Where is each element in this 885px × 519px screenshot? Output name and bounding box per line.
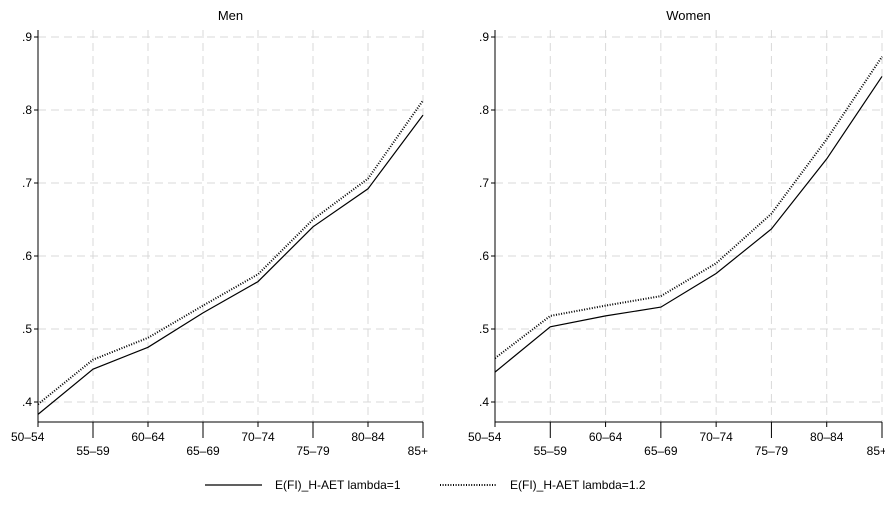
x-tick-label: 80–84 <box>351 430 385 444</box>
y-tick-label: .8 <box>479 103 489 117</box>
y-tick-label: .5 <box>479 322 489 336</box>
y-tick-label: .6 <box>22 249 32 263</box>
series-line-1 <box>37 114 424 415</box>
x-tick-label: 60–64 <box>131 430 165 444</box>
series-line-2 <box>494 56 883 359</box>
panel-title: Men <box>218 8 243 23</box>
y-tick-label: .7 <box>22 176 32 190</box>
x-tick-label: 50–54 <box>468 430 502 444</box>
y-tick-label: .9 <box>22 30 32 44</box>
x-tick-label: 75–79 <box>755 444 789 458</box>
x-tick-label: 65–69 <box>644 444 678 458</box>
y-tick-label: .4 <box>479 395 489 409</box>
x-tick-label: 70–74 <box>241 430 275 444</box>
y-tick-label: .7 <box>479 176 489 190</box>
x-tick-label: 55–59 <box>534 444 568 458</box>
x-tick-label: 55–59 <box>76 444 110 458</box>
x-tick-label: 70–74 <box>699 430 733 444</box>
x-tick-label: 85+ <box>408 444 428 458</box>
series-line-1 <box>494 76 883 373</box>
y-tick-label: .5 <box>22 322 32 336</box>
x-tick-label: 50–54 <box>11 430 45 444</box>
series-line-2 <box>37 99 424 405</box>
panel-title: Women <box>666 8 711 23</box>
legend-label-1: E(FI)_H-AET lambda=1 <box>275 478 401 492</box>
chart-panel-1: Men .4 .5 .6 .7 .8 .9 50–54 55–59 60–64 65–69 70–74… <box>11 8 428 458</box>
chart-panel-2: Women .4 .5 .6 .7 .8 .9 50–54 55–59 60–64 65–69 70–… <box>468 8 885 458</box>
legend-label-2: E(FI)_H-AET lambda=1.2 <box>510 478 646 492</box>
x-tick-label: 80–84 <box>810 430 844 444</box>
y-tick-label: .6 <box>479 249 489 263</box>
y-tick-label: .9 <box>479 30 489 44</box>
x-tick-label: 65–69 <box>186 444 220 458</box>
x-tick-label: 85+ <box>867 444 885 458</box>
x-tick-label: 60–64 <box>589 430 623 444</box>
y-tick-label: .8 <box>22 103 32 117</box>
y-tick-label: .4 <box>22 395 32 409</box>
legend: E(FI)_H-AET lambda=1 E(FI)_H-AET lambda=1… <box>205 478 646 492</box>
x-tick-label: 75–79 <box>296 444 330 458</box>
